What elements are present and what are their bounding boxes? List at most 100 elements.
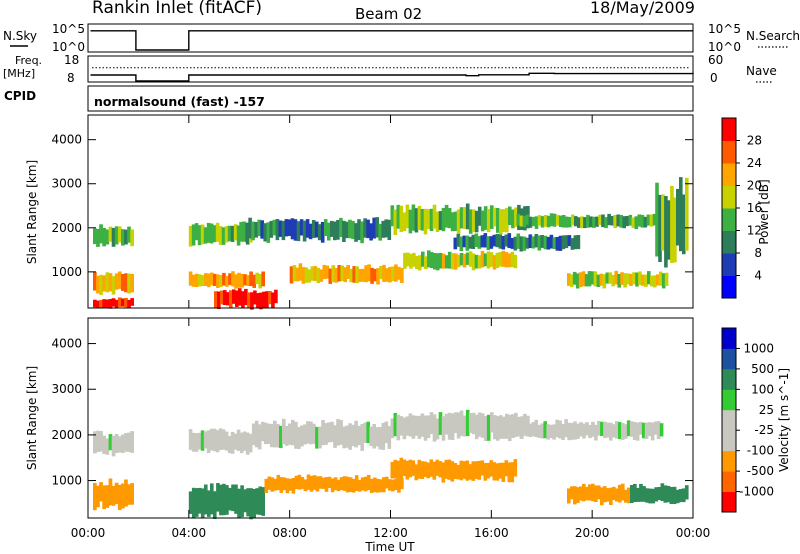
power-band-10-cell [474,233,479,247]
velocity-y-tick-label: 2000 [51,428,82,442]
velocity-band-4-cell [345,425,349,448]
power-band-10-cell [501,236,506,250]
power-band-10-cell [567,235,572,247]
velocity-band-4-cell [312,423,316,444]
velocity-band-1-cell [127,484,131,505]
power-band-5-cell [217,291,221,309]
velocity-band-2-cell [236,429,241,451]
velocity-band-8-cell [635,422,640,441]
power-band-3-cell [188,225,193,247]
power-band-4-cell [243,274,247,286]
power-band-6-cell [323,219,328,236]
velocity-band-8-cell [591,421,595,437]
velocity-band-0-cell [99,431,103,452]
freq-trace [90,67,694,82]
velocity-band-2-cell [242,431,247,451]
velocity-band-5-cell [333,477,338,491]
velocity-band-4-cell [378,426,382,450]
power-band-4-cell [249,271,253,287]
power-band-5 [214,288,278,310]
power-band-12-cell [590,271,595,285]
velocity-band-7-cell [499,415,503,439]
power-band-7-cell [289,266,294,284]
freq-line [90,72,694,82]
velocity-band-8-cell [606,422,610,438]
velocity-band-6-cell [435,459,440,476]
power-band-8-cell [414,208,419,233]
power-band-13-cell [664,196,668,268]
power-band-12-cell [599,273,604,286]
power-band-4-cell [200,275,205,286]
velocity-band-3 [188,483,265,520]
velocity-band-7-cell [483,416,488,441]
velocity-band-2-cell [212,428,217,452]
power-band-6-cell [299,219,304,236]
velocity-band-4-cell [342,426,346,449]
power-band-6-cell [287,219,292,236]
power-band-8-cell [438,211,443,231]
power-band-5-cell [223,290,227,305]
velocity-band-9 [567,483,631,506]
power-band-11-cell [577,217,581,228]
power-band-10-cell [549,234,554,249]
power-band-11-cell [531,216,536,227]
power-band-5-cell [232,289,236,304]
power-band-7-cell [313,266,318,281]
velocity-band-4-cell [279,425,283,449]
power-band-10-cell [453,237,458,250]
velocity-band-6-cell [423,461,428,477]
velocity-cbar-swatch [722,409,736,431]
velocity-band-4-cell [303,424,307,445]
power-band-13 [655,177,689,268]
power-band-6-cell [384,219,388,238]
velocity-cbar-tick-label: 1000 [743,341,774,355]
velocity-band-8-cell [594,424,598,441]
velocity-band-1-cell [93,483,97,511]
power-band-9-cell [430,252,434,268]
power-colorbar: 4 8 12 16 20 24 28 [721,117,762,299]
power-band-9-cell [438,253,443,269]
power-band-6-cell [345,221,349,239]
velocity-band-2-cell [197,432,202,450]
power-band-10-cell [531,236,536,249]
velocity-band-8-cell [582,423,586,439]
velocity-band-10-cell [672,486,677,504]
power-band-12-cell [635,272,639,287]
power-band-10-cell [492,234,497,247]
velocity-band-3-cell [207,490,211,517]
power-band-6-cell [269,220,274,238]
power-band-1-cell [99,274,103,295]
power-band-8-cell [423,208,428,235]
power-band-8-cell [471,209,476,233]
velocity-band-3-cell [234,484,238,514]
velocity-band-0-cell [93,431,97,454]
velocity-band-3-cell [219,484,223,516]
velocity-band-5-cell [348,477,353,492]
velocity-band-10-cell [639,483,643,502]
velocity-band-3-cell [231,484,235,512]
power-band-2-cell [121,298,125,307]
power-band-11-cell [555,214,560,226]
power-band-6-cell [275,219,280,241]
power-cbar-tick-label: 20 [747,179,762,193]
power-band-7 [289,263,404,285]
power-band-8-cell [417,205,422,230]
power-cbar-tick-label: 4 [754,269,762,283]
power-band-3-cell [197,225,202,246]
velocity-band-4-cell [257,424,262,450]
power-band-1-cell [114,273,119,290]
power-band-11-cell [574,216,578,227]
power-band-4-cell [246,275,250,286]
power-band-7-cell [316,267,321,283]
power-band-8-cell [496,208,500,233]
velocity-band-5-cell [294,475,299,490]
velocity-band-4-cell [363,422,367,443]
power-band-7-cell [343,267,347,283]
velocity-band-5-cell [357,480,362,492]
power-band-3-cell [206,222,211,243]
velocity-band-8-cell [629,421,634,437]
power-band-3-cell [221,227,226,245]
power-band-1-cell [121,274,125,291]
power-band-11-cell [643,216,648,228]
velocity-band-2-cell [206,430,211,454]
